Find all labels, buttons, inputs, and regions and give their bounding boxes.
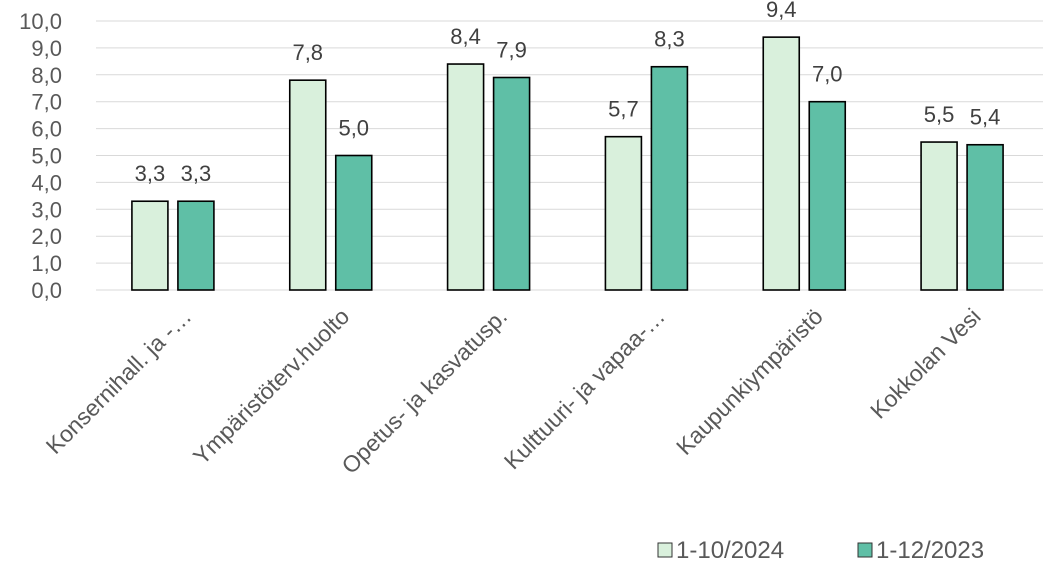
y-axis-ticks: 0,01,02,03,04,05,06,07,08,09,010,0 xyxy=(19,9,62,303)
data-label: 5,0 xyxy=(338,116,369,141)
y-tick-label: 9,0 xyxy=(31,36,62,61)
x-category-label: Kokkolan Vesi xyxy=(865,303,986,424)
bar-series-2 xyxy=(492,76,531,291)
bar-series-2 xyxy=(334,154,373,291)
bar-series-1 xyxy=(288,79,327,291)
y-tick-label: 2,0 xyxy=(31,224,62,249)
bar-series-2 xyxy=(177,200,215,291)
data-label: 3,3 xyxy=(181,161,212,186)
legend-entry: 1-12/2023 xyxy=(876,537,984,564)
data-label: 7,0 xyxy=(812,62,843,87)
bar-series-2 xyxy=(808,100,847,291)
y-tick-label: 7,0 xyxy=(31,90,62,115)
y-tick-label: 8,0 xyxy=(31,63,62,88)
bars xyxy=(131,36,1004,291)
data-label: 5,7 xyxy=(608,97,639,122)
legend-swatch xyxy=(857,542,873,558)
bar-series-1 xyxy=(920,141,958,291)
x-category-label: Konsernihall. ja -… xyxy=(41,303,197,459)
x-category-label: Opetus- ja kasvatusp. xyxy=(336,303,512,479)
data-label: 7,9 xyxy=(496,37,527,62)
gridlines xyxy=(96,20,1043,291)
bar-series-2 xyxy=(966,143,1004,291)
data-label: 3,3 xyxy=(135,161,166,186)
bar-series-1 xyxy=(762,36,801,291)
y-tick-label: 1,0 xyxy=(31,251,62,276)
data-label: 8,3 xyxy=(654,27,685,52)
legend-swatch xyxy=(657,542,673,558)
y-tick-label: 10,0 xyxy=(19,9,62,34)
x-category-label: Kulttuuri- ja vapaa-… xyxy=(499,303,670,474)
data-labels: 3,3 3,3 7,8 5,0 8,4 7,9 5,7 8,3 9,4 7,0 5,5 5,4 xyxy=(135,0,1001,186)
data-label: 5,4 xyxy=(970,105,1001,130)
bar-series-2 xyxy=(650,65,689,291)
y-tick-label: 0,0 xyxy=(31,278,62,303)
x-category-label: Ympäristöterv.huolto xyxy=(188,303,354,469)
bar-series-1 xyxy=(446,63,485,291)
y-tick-label: 6,0 xyxy=(31,117,62,142)
x-category-label: Kaupunkiympäristö xyxy=(671,303,828,460)
data-label: 9,4 xyxy=(766,0,797,22)
data-label: 7,8 xyxy=(292,40,323,65)
y-tick-label: 4,0 xyxy=(31,170,62,195)
legend-entry: 1-10/2024 xyxy=(676,537,784,564)
x-axis-categories: Konsernihall. ja -…Ympäristöterv.huoltoO… xyxy=(41,303,986,479)
bar-series-1 xyxy=(604,135,643,291)
bar-series-1 xyxy=(131,200,169,291)
y-tick-label: 5,0 xyxy=(31,144,62,169)
legend: 1-10/2024 1-12/2023 xyxy=(657,537,984,564)
y-tick-label: 3,0 xyxy=(31,197,62,222)
data-label: 8,4 xyxy=(450,24,481,49)
data-label: 5,5 xyxy=(924,102,955,127)
